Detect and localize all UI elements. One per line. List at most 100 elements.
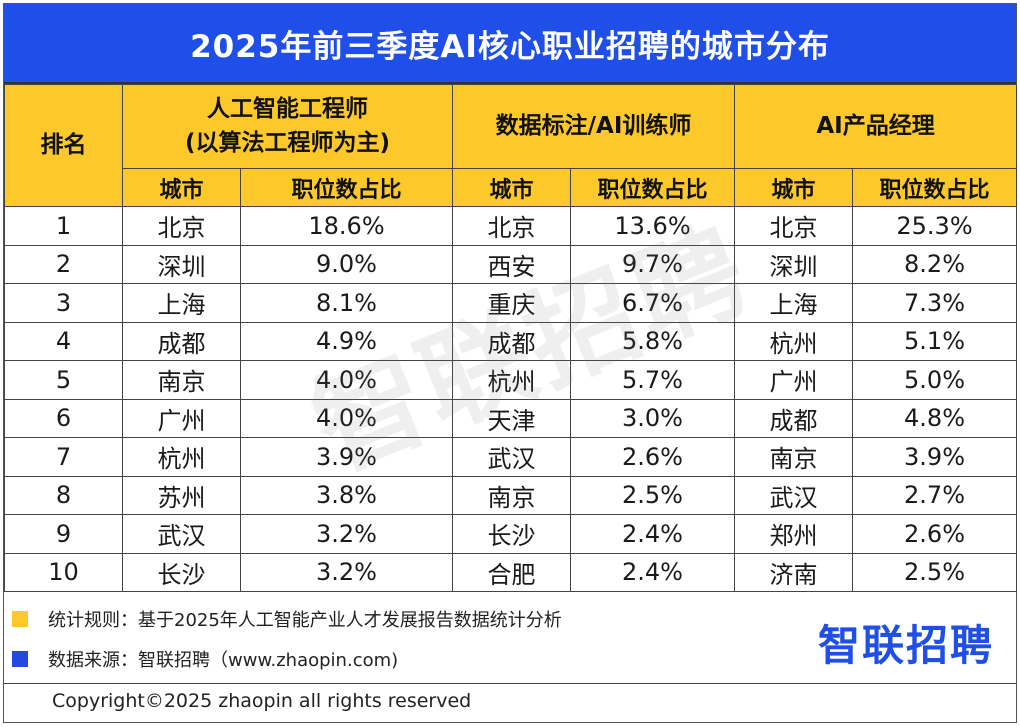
rank-cell: 5 (4, 360, 123, 400)
city-cell: 天津 (452, 398, 571, 438)
share-cell: 5.1% (852, 321, 1018, 361)
copyright: Copyright©2025 zhaopin all rights reserv… (52, 690, 472, 712)
table-row: 8 苏州 3.8% 南京 2.5% 武汉 2.7% (4, 475, 1018, 515)
city-cell: 南京 (734, 437, 854, 477)
share-header: 职位数占比 (569, 168, 736, 207)
city-cell: 武汉 (452, 437, 571, 477)
brand-logo: 智联招聘 (817, 621, 994, 670)
city-cell: 杭州 (734, 321, 854, 361)
rank-cell: 1 (4, 206, 123, 246)
share-cell: 25.3% (852, 206, 1018, 246)
rank-cell: 4 (4, 321, 123, 361)
note-rule: 统计规则：基于2025年人工智能产业人才发展报告数据统计分析 (12, 606, 562, 632)
rank-cell: 10 (4, 552, 123, 592)
rank-cell: 3 (4, 283, 123, 323)
table-row: 7 杭州 3.9% 武汉 2.6% 南京 3.9% (4, 437, 1018, 477)
share-cell: 3.2% (240, 552, 453, 592)
share-cell: 6.7% (569, 283, 736, 323)
share-cell: 3.9% (240, 437, 453, 477)
share-cell: 2.5% (569, 475, 736, 515)
share-cell: 8.1% (240, 283, 453, 323)
group-header-ai-engineer: 人工智能工程师 (以算法工程师为主) (122, 84, 453, 169)
share-cell: 8.2% (852, 244, 1018, 284)
city-cell: 北京 (452, 206, 571, 246)
city-cell: 广州 (122, 398, 241, 438)
share-cell: 5.8% (569, 321, 736, 361)
rank-cell: 8 (4, 475, 123, 515)
city-cell: 深圳 (734, 244, 854, 284)
city-cell: 北京 (734, 206, 854, 246)
share-cell: 3.2% (240, 514, 453, 554)
city-cell: 杭州 (452, 360, 571, 400)
table-row: 9 武汉 3.2% 长沙 2.4% 郑州 2.6% (4, 514, 1018, 554)
table-row: 2 深圳 9.0% 西安 9.7% 深圳 8.2% (4, 244, 1018, 284)
city-cell: 苏州 (122, 475, 241, 515)
share-cell: 2.5% (852, 552, 1018, 592)
city-cell: 合肥 (452, 552, 571, 592)
share-cell: 5.0% (852, 360, 1018, 400)
table-row: 5 南京 4.0% 杭州 5.7% 广州 5.0% (4, 360, 1018, 400)
city-cell: 武汉 (122, 514, 241, 554)
city-header: 城市 (122, 168, 241, 207)
share-cell: 4.8% (852, 398, 1018, 438)
share-cell: 2.6% (852, 514, 1018, 554)
notes-section: 统计规则：基于2025年人工智能产业人才发展报告数据统计分析 数据来源：智联招聘… (4, 594, 1016, 684)
city-header: 城市 (452, 168, 571, 207)
table-row: 3 上海 8.1% 重庆 6.7% 上海 7.3% (4, 283, 1018, 323)
city-cell: 长沙 (122, 552, 241, 592)
table-row: 4 成都 4.9% 成都 5.8% 杭州 5.1% (4, 321, 1018, 361)
share-cell: 4.9% (240, 321, 453, 361)
share-cell: 7.3% (852, 283, 1018, 323)
table-body: 1 北京 18.6% 北京 13.6% 北京 25.3% 2 深圳 9.0% 西安 9.7% 深圳 8.2… (4, 206, 1018, 592)
share-cell: 2.7% (852, 475, 1018, 515)
city-cell: 北京 (122, 206, 241, 246)
group-header-ai-product-manager: AI产品经理 (734, 84, 1018, 169)
rank-cell: 9 (4, 514, 123, 554)
city-cell: 杭州 (122, 437, 241, 477)
city-cell: 长沙 (452, 514, 571, 554)
share-cell: 9.0% (240, 244, 453, 284)
share-cell: 3.0% (569, 398, 736, 438)
city-header: 城市 (734, 168, 854, 207)
page-title: 2025年前三季度AI核心职业招聘的城市分布 (190, 28, 830, 65)
rank-cell: 6 (4, 398, 123, 438)
table-row: 10 长沙 3.2% 合肥 2.4% 济南 2.5% (4, 552, 1018, 592)
ranking-table: 排名 人工智能工程师 (以算法工程师为主) 数据标注/AI训练师 AI产品经理 … (4, 84, 1018, 592)
city-cell: 郑州 (734, 514, 854, 554)
share-header: 职位数占比 (852, 168, 1018, 207)
share-cell: 5.7% (569, 360, 736, 400)
share-cell: 9.7% (569, 244, 736, 284)
table-row: 1 北京 18.6% 北京 13.6% 北京 25.3% (4, 206, 1018, 246)
city-cell: 西安 (452, 244, 571, 284)
share-cell: 13.6% (569, 206, 736, 246)
city-cell: 成都 (452, 321, 571, 361)
group-header-ai-engineer-line1: 人工智能工程师 (207, 96, 368, 123)
group-header-ai-engineer-line2: (以算法工程师为主) (184, 129, 391, 156)
share-cell: 4.0% (240, 360, 453, 400)
rank-header: 排名 (4, 84, 123, 207)
share-cell: 18.6% (240, 206, 453, 246)
city-cell: 重庆 (452, 283, 571, 323)
blue-square-icon (12, 651, 28, 667)
rank-cell: 7 (4, 437, 123, 477)
city-cell: 广州 (734, 360, 854, 400)
share-header: 职位数占比 (240, 168, 453, 207)
share-cell: 3.8% (240, 475, 453, 515)
city-cell: 深圳 (122, 244, 241, 284)
city-cell: 成都 (734, 398, 854, 438)
rank-cell: 2 (4, 244, 123, 284)
table-row: 6 广州 4.0% 天津 3.0% 成都 4.8% (4, 398, 1018, 438)
city-cell: 南京 (452, 475, 571, 515)
group-header-data-annotation: 数据标注/AI训练师 (451, 84, 736, 169)
city-cell: 成都 (122, 321, 241, 361)
title-bar: 2025年前三季度AI核心职业招聘的城市分布 (4, 4, 1016, 84)
share-cell: 2.4% (569, 552, 736, 592)
city-cell: 南京 (122, 360, 241, 400)
note-source: 数据来源：智联招聘（www.zhaopin.com) (12, 646, 398, 672)
city-cell: 上海 (734, 283, 854, 323)
yellow-square-icon (12, 611, 28, 627)
share-cell: 4.0% (240, 398, 453, 438)
share-cell: 2.4% (569, 514, 736, 554)
share-cell: 3.9% (852, 437, 1018, 477)
note-rule-text: 统计规则：基于2025年人工智能产业人才发展报告数据统计分析 (48, 610, 562, 631)
